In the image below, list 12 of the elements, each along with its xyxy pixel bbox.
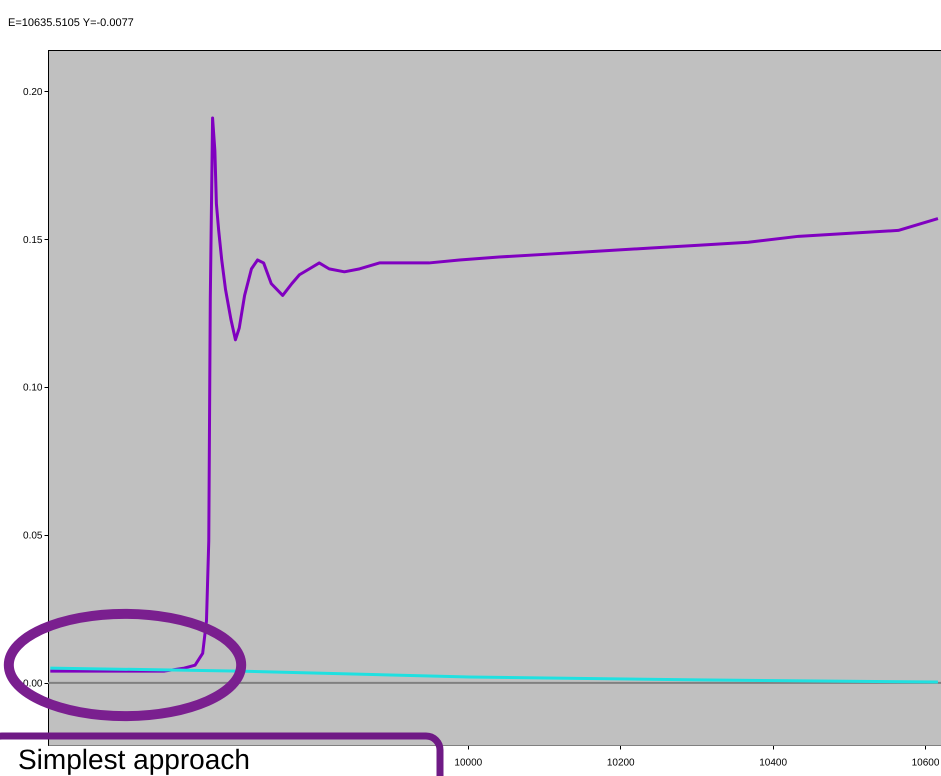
- x-tick-label: 10400: [759, 758, 788, 768]
- annotation: Simplest approach: [18, 744, 250, 775]
- y-tick-label: 0.15: [23, 234, 43, 246]
- x-tick-label: 10600: [912, 758, 940, 768]
- x-tick-label: 10000: [454, 758, 483, 768]
- line-series: [48, 116, 940, 673]
- x-tick-label: 10200: [606, 758, 636, 768]
- y-tick-label: 0.20: [23, 86, 43, 98]
- y-tick-label: 0.05: [23, 530, 43, 542]
- line-series: [48, 666, 940, 684]
- text: E=10635.5105 Y=-0.0077: [8, 17, 134, 29]
- y-tick-label: 0.10: [23, 382, 43, 394]
